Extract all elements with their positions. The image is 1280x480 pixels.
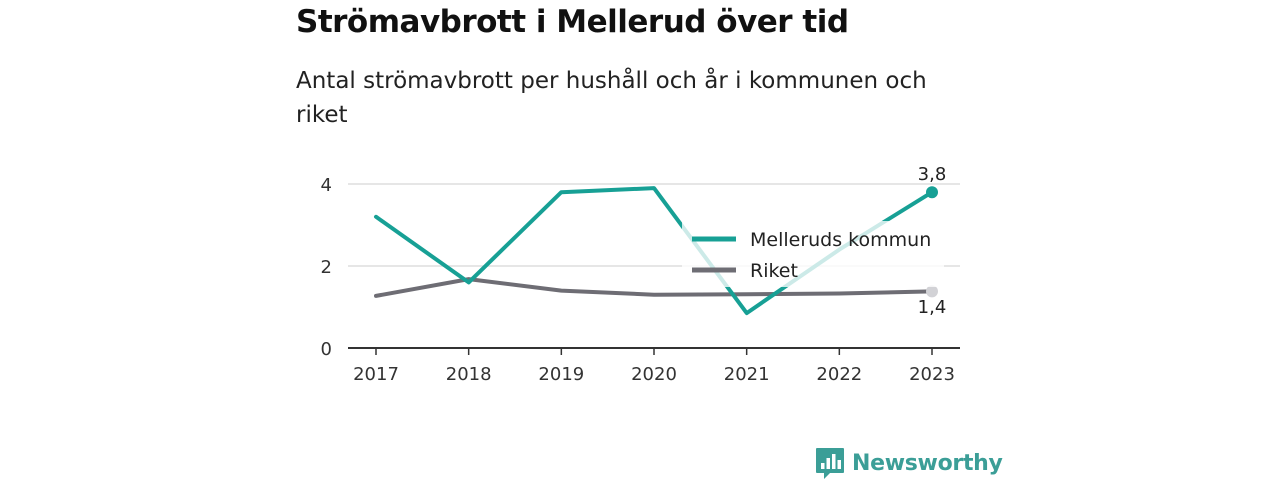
x-tick-label: 2017 — [353, 364, 399, 385]
legend: Melleruds kommun Riket — [682, 221, 944, 287]
x-tick-label: 2022 — [816, 364, 862, 385]
end-value-label-kommun: 3,8 — [918, 164, 947, 185]
newsworthy-logo-icon — [816, 448, 844, 479]
y-tick-label: 2 — [321, 257, 332, 278]
x-tick-label: 2019 — [538, 364, 584, 385]
x-tick-label: 2023 — [909, 364, 955, 385]
chart-title: Strömavbrott i Mellerud över tid — [296, 4, 849, 40]
brand-name: Newsworthy — [852, 450, 1003, 476]
end-value-label-riket: 1,4 — [918, 297, 947, 318]
legend-label: Riket — [750, 260, 798, 282]
x-axis-ticks: 2017 2018 2019 2020 2021 2022 2023 — [353, 348, 955, 385]
legend-background — [682, 221, 944, 287]
y-tick-label: 4 — [321, 175, 332, 196]
brand-logo: Newsworthy — [814, 446, 1003, 480]
x-tick-label: 2020 — [631, 364, 677, 385]
end-point-riket — [926, 285, 938, 298]
y-axis-ticks: 0 2 4 — [321, 175, 332, 360]
y-tick-label: 0 — [321, 339, 332, 360]
chart-subtitle: Antal strömavbrott per hushåll och år i … — [296, 68, 927, 128]
end-labels: 3,8 1,4 — [918, 164, 947, 318]
series-line-riket — [374, 277, 934, 298]
x-tick-label: 2018 — [446, 364, 492, 385]
end-point-kommun — [926, 186, 938, 199]
x-tick-label: 2021 — [724, 364, 770, 385]
legend-label: Melleruds kommun — [750, 229, 931, 251]
